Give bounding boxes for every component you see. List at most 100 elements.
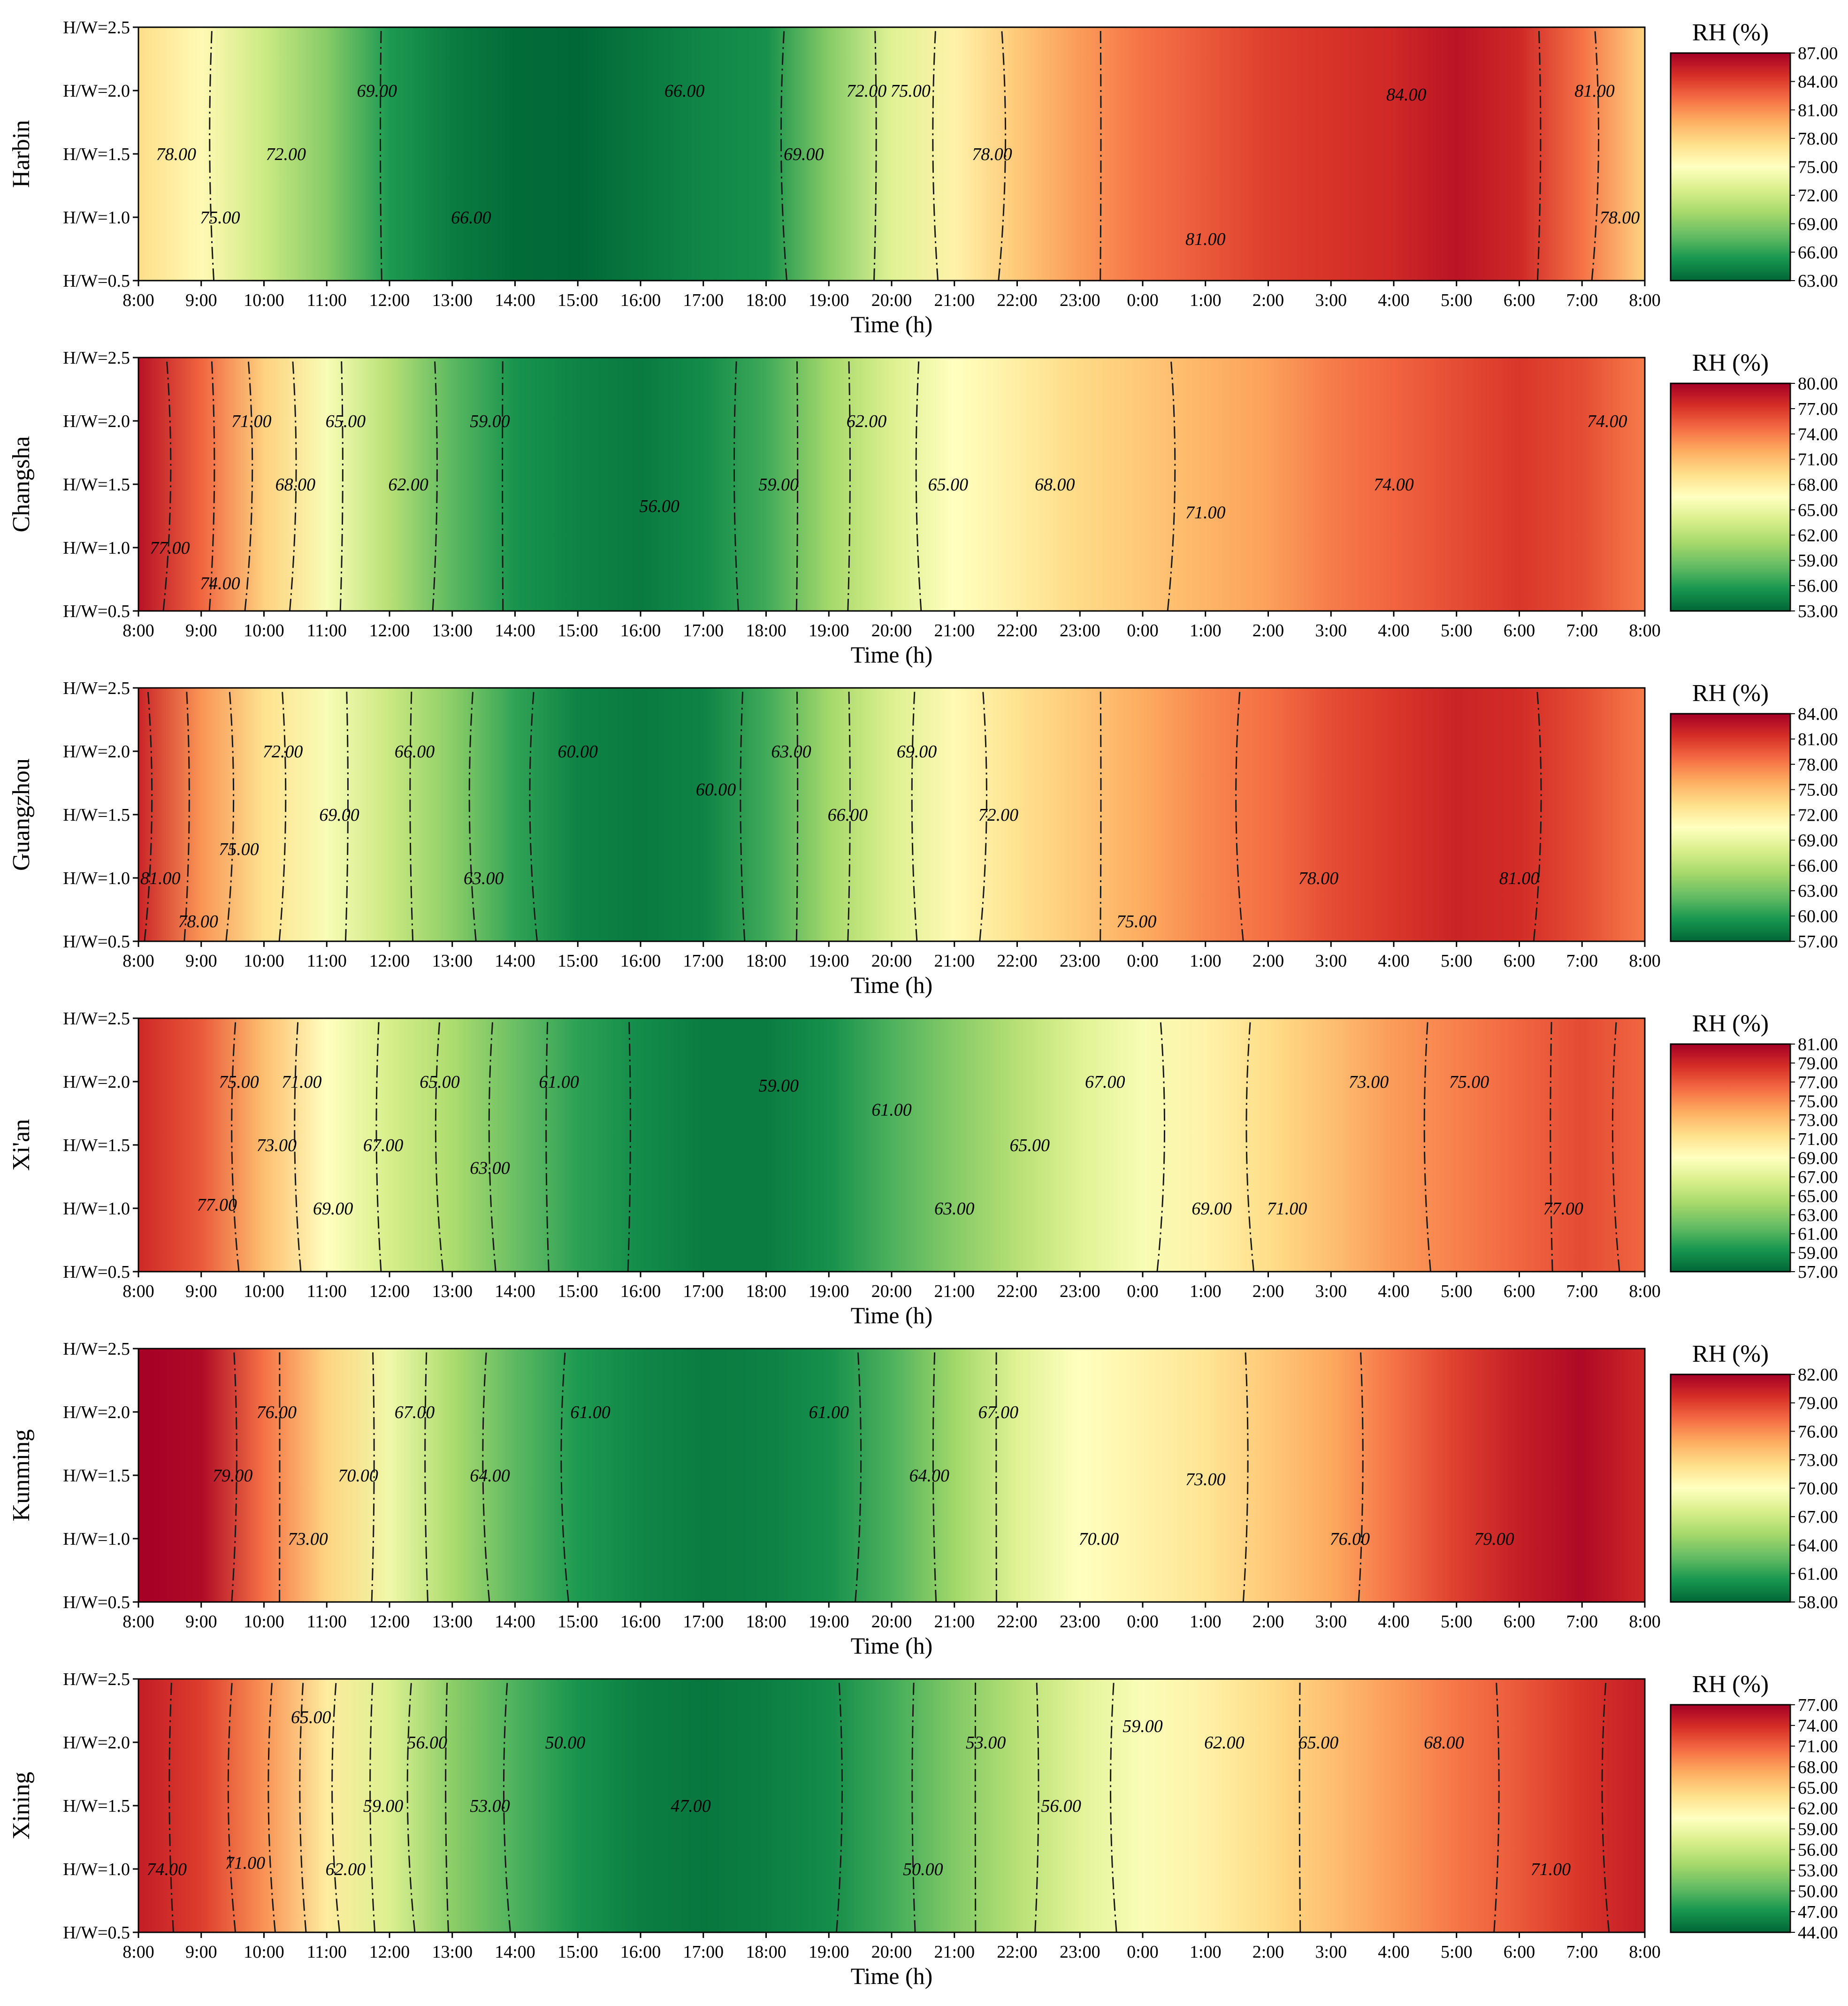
x-tick-label: 13:00 [432,1942,473,1962]
contour-label: 71.00 [1267,1199,1307,1219]
x-tick-label: 4:00 [1378,1281,1410,1301]
x-tick-label: 8:00 [1629,1942,1661,1962]
contour-label: 71.00 [1185,503,1226,522]
x-tick-label: 0:00 [1127,1942,1159,1962]
contour-line [911,1678,916,1933]
contour-line [1156,1018,1166,1272]
contour-line [183,687,190,942]
x-axis-title: Time (h) [851,311,933,337]
y-tick-label: H/W=0.5 [63,932,130,952]
contour-label: 75.00 [890,81,931,101]
contour-line [995,1348,997,1602]
contour-line [1100,27,1102,281]
contour-label: 56.00 [1041,1796,1081,1816]
colorbar [1670,382,1791,612]
x-tick-label: 9:00 [185,1612,217,1632]
x-tick-label: 15:00 [557,1281,598,1301]
contour-label: 74.00 [146,1860,187,1879]
x-tick-label: 15:00 [557,290,598,310]
contour-line [482,1348,490,1602]
colorbar-tick-label: 77.00 [1798,1695,1838,1715]
x-tick-label: 17:00 [683,951,724,971]
contour-label: 72.00 [266,145,306,164]
y-tick-label: H/W=2.5 [63,1670,130,1689]
contour-label: 72.00 [978,805,1019,825]
x-tick-label: 15:00 [557,1942,598,1962]
colorbar-tick-label: 69.00 [1798,1149,1838,1168]
x-tick-label: 5:00 [1441,951,1473,971]
x-tick-label: 21:00 [934,1281,975,1301]
colorbar-tick-label: 81.00 [1798,730,1838,749]
x-tick-label: 16:00 [620,1612,661,1632]
contour-line [227,1678,237,1933]
contour-label: 72.00 [847,81,887,101]
contour-label: 68.00 [275,475,316,495]
y-tick-label: H/W=2.0 [63,742,130,762]
colorbar-tick-label: 50.00 [1798,1882,1838,1901]
colorbar-title: RH (%) [1692,1671,1769,1698]
x-tick-label: 6:00 [1504,621,1535,641]
city-label: Changsha [8,436,35,532]
x-tick-label: 21:00 [934,621,975,641]
y-tick-label: H/W=0.5 [63,271,130,291]
colorbar-tick-label: 74.00 [1798,1716,1838,1736]
contour-label: 65.00 [1010,1136,1050,1155]
contour-line [873,27,877,281]
contour-label: 61.00 [570,1403,611,1422]
contour-line [375,1018,382,1272]
contour-label: 56.00 [407,1733,447,1753]
x-tick-label: 10:00 [244,1612,284,1632]
colorbar-tick-label: 76.00 [1798,1422,1838,1442]
contour-label: 59.00 [758,475,799,495]
contour-label: 60.00 [696,780,736,800]
contour-label: 63.00 [464,869,504,888]
colorbar-tick-label: 65.00 [1798,500,1838,520]
x-tick-label: 8:00 [122,1281,154,1301]
colorbar-tick-label: 63.00 [1798,881,1838,901]
x-tick-label: 5:00 [1441,290,1473,310]
contour-label: 78.00 [1600,208,1640,228]
x-tick-label: 11:00 [307,1612,347,1632]
contour-line [289,357,297,611]
x-tick-label: 11:00 [307,1942,347,1962]
contour-line [915,357,922,611]
x-tick-label: 6:00 [1504,1612,1535,1632]
panel-2: 72.00 66.00 60.00 63.00 69.00 60.00 69.00 66.00… [8,679,1838,998]
contour-label: 65.00 [291,1708,331,1727]
contour-line [545,1018,550,1272]
x-tick-label: 15:00 [557,951,598,971]
contour-label: 61.00 [809,1403,849,1422]
contour-line [529,687,538,942]
contour-line [1493,1678,1500,1933]
colorbar-tick-label: 57.00 [1798,1262,1838,1282]
contour-label: 78.00 [156,145,197,164]
x-tick-label: 16:00 [620,290,661,310]
x-tick-label: 8:00 [1629,1612,1661,1632]
x-tick-label: 6:00 [1504,951,1535,971]
contour-label: 79.00 [213,1466,253,1486]
x-tick-label: 2:00 [1252,951,1284,971]
x-tick-label: 19:00 [809,1281,849,1301]
x-tick-label: 0:00 [1127,621,1159,641]
contour-label: 70.00 [1079,1529,1119,1549]
colorbar-tick-label: 65.00 [1798,1778,1838,1798]
x-tick-label: 15:00 [557,1612,598,1632]
x-tick-label: 17:00 [683,1612,724,1632]
x-tick-label: 1:00 [1190,621,1222,641]
colorbar-tick-label: 58.00 [1798,1593,1838,1612]
x-tick-label: 18:00 [746,1281,787,1301]
contour-label: 69.00 [357,81,397,101]
city-label: Xining [8,1772,35,1839]
contour-line [208,357,215,611]
colorbar [1670,1704,1791,1933]
contour-label: 66.00 [828,805,868,825]
colorbar-tick-label: 61.00 [1798,1224,1838,1244]
x-tick-label: 2:00 [1252,1281,1284,1301]
y-tick-label: H/W=2.5 [63,679,130,698]
contour-line [836,1678,843,1933]
x-tick-label: 22:00 [997,621,1038,641]
contour-line [847,357,851,611]
contour-line [267,1678,276,1933]
y-tick-label: H/W=1.5 [63,1136,130,1155]
colorbar-tick-label: 82.00 [1798,1365,1838,1385]
